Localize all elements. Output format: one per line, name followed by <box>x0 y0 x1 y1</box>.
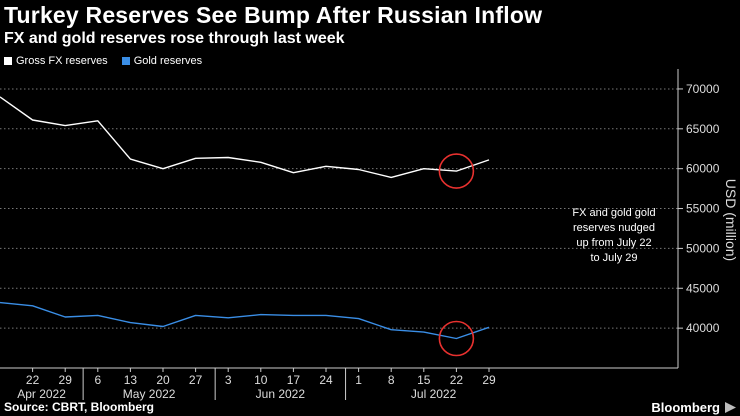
y-axis-label: USD (million) <box>723 179 739 261</box>
bloomberg-play-icon <box>725 402 736 413</box>
legend-swatch-gold <box>121 57 130 65</box>
bloomberg-logo: Bloomberg <box>651 400 720 415</box>
xtick-label-5: 20 <box>156 373 170 387</box>
legend-label-gross-fx: Gross FX reserves <box>16 55 108 67</box>
xtick-label-13: 15 <box>417 373 431 387</box>
xtick-label-8: 10 <box>254 373 268 387</box>
highlight-circle-0 <box>438 153 475 189</box>
ytick-label-60000: 60000 <box>686 162 720 176</box>
ytick-label-50000: 50000 <box>686 241 720 255</box>
xtick-label-12: 8 <box>388 373 395 387</box>
xtick-label-10: 24 <box>319 373 333 387</box>
xtick-label-9: 17 <box>287 373 301 387</box>
chart-title: Turkey Reserves See Bump After Russian I… <box>4 2 543 28</box>
legend-item-gold: Gold reserves <box>121 55 203 67</box>
xtick-label-7: 3 <box>225 373 232 387</box>
xtick-label-4: 13 <box>124 373 138 387</box>
source-note: Source: CBRT, Bloomberg <box>4 400 155 414</box>
xtick-label-1: 22 <box>26 373 40 387</box>
annotation-line-3: to July 29 <box>590 252 637 264</box>
chart-subtitle: FX and gold reserves rose through last w… <box>4 30 345 47</box>
xtick-label-14: 22 <box>450 373 464 387</box>
legend-label-gold: Gold reserves <box>133 55 203 67</box>
month-label-2: Jun 2022 <box>256 387 306 401</box>
ytick-label-40000: 40000 <box>686 321 720 335</box>
series-line-0 <box>0 96 490 179</box>
highlight-circle-1 <box>438 320 475 357</box>
ytick-label-70000: 70000 <box>686 82 720 96</box>
legend-item-gross-fx: Gross FX reserves <box>4 55 108 67</box>
ytick-label-65000: 65000 <box>686 122 720 136</box>
annotation-line-2: up from July 22 <box>576 237 651 249</box>
xtick-label-15: 29 <box>482 373 496 387</box>
xtick-label-3: 6 <box>94 373 101 387</box>
series-line-1 <box>0 301 490 340</box>
xtick-label-11: 1 <box>355 373 362 387</box>
month-label-3: Jul 2022 <box>411 387 457 401</box>
xtick-label-6: 27 <box>189 373 203 387</box>
annotation-line-1: reserves nudged <box>573 222 655 234</box>
annotation-line-0: FX and gold gold <box>572 207 655 219</box>
xtick-label-2: 29 <box>59 373 73 387</box>
chart-legend: Gross FX reserves Gold reserves <box>4 55 202 67</box>
ytick-label-55000: 55000 <box>686 202 720 216</box>
ytick-label-45000: 45000 <box>686 281 720 295</box>
legend-swatch-gross-fx <box>4 57 12 65</box>
month-label-0: Apr 2022 <box>17 387 66 401</box>
month-label-1: May 2022 <box>123 387 176 401</box>
